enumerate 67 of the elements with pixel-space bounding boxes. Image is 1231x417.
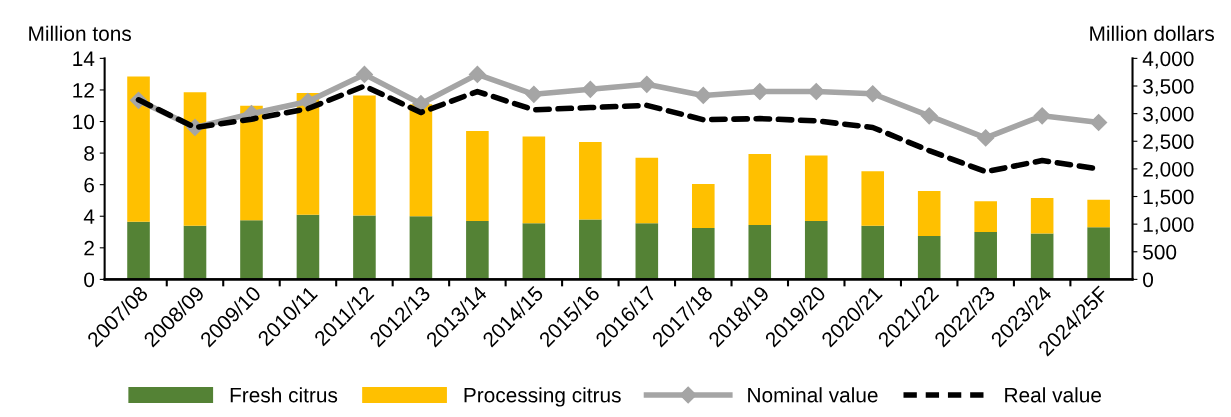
bar xyxy=(804,155,828,221)
y-tick-label: 2 xyxy=(84,240,94,256)
bar xyxy=(861,225,885,280)
bar xyxy=(1087,199,1110,228)
bar xyxy=(635,157,659,224)
point xyxy=(694,86,712,104)
bar xyxy=(409,104,433,217)
bar xyxy=(579,219,602,280)
y-axis-title: Million tons xyxy=(29,25,131,41)
y2-tick-label: 3,500 xyxy=(1143,79,1194,97)
y-tick-label: 8 xyxy=(84,146,95,161)
bar xyxy=(1030,198,1054,234)
bar xyxy=(466,131,489,221)
bar xyxy=(748,224,772,280)
point xyxy=(977,129,995,147)
y2-tick-label: 500 xyxy=(1143,244,1177,260)
bar xyxy=(917,235,941,280)
bar xyxy=(183,225,207,280)
y2-tick-label: 4,000 xyxy=(1142,51,1194,69)
bar xyxy=(353,215,376,280)
legend-label: Real value xyxy=(1005,387,1102,403)
bar xyxy=(127,221,150,280)
bar xyxy=(353,95,376,216)
bar xyxy=(861,171,885,226)
point xyxy=(864,85,882,103)
legend-label: Processing citrus xyxy=(464,387,621,407)
bar xyxy=(522,223,546,280)
point xyxy=(525,85,543,103)
y2-tick-label: 2,000 xyxy=(1143,161,1194,180)
bar xyxy=(635,223,659,280)
bar xyxy=(974,201,997,233)
bar xyxy=(409,216,433,280)
y-tick-label: 12 xyxy=(73,82,94,98)
bar xyxy=(804,220,828,280)
bar xyxy=(917,190,941,236)
point xyxy=(638,75,656,93)
point xyxy=(355,65,373,83)
y-tick-label: 14 xyxy=(73,51,95,66)
bar xyxy=(692,183,715,229)
bar xyxy=(296,214,320,280)
point xyxy=(1090,113,1108,132)
bar xyxy=(183,92,207,226)
bar xyxy=(1087,227,1110,280)
bar xyxy=(466,220,489,280)
bar xyxy=(522,136,546,224)
bar xyxy=(1030,233,1054,280)
y2-tick-label: 2,500 xyxy=(1143,134,1194,152)
point xyxy=(920,107,938,125)
y2-tick-label: 1,000 xyxy=(1143,217,1194,235)
point xyxy=(1033,107,1051,125)
y2-tick-label: 0 xyxy=(1143,272,1154,288)
bar xyxy=(127,76,150,222)
bar xyxy=(579,142,602,220)
legend-label: Fresh citrus xyxy=(230,387,338,403)
y-tick-label: 10 xyxy=(73,114,95,130)
bar xyxy=(974,232,997,280)
y2-tick-label: 1,500 xyxy=(1143,189,1194,207)
y2-axis-title: Million dollars xyxy=(1090,25,1214,41)
y2-tick-label: 3,000 xyxy=(1143,106,1194,124)
y-tick-label: 4 xyxy=(83,209,95,224)
bar xyxy=(692,228,715,280)
bar xyxy=(748,153,772,225)
y-tick-label: 6 xyxy=(84,177,94,193)
bar xyxy=(240,220,263,280)
y-tick-label: 0 xyxy=(84,272,95,288)
point xyxy=(468,65,486,83)
legend-label: Nominal value xyxy=(748,387,878,403)
